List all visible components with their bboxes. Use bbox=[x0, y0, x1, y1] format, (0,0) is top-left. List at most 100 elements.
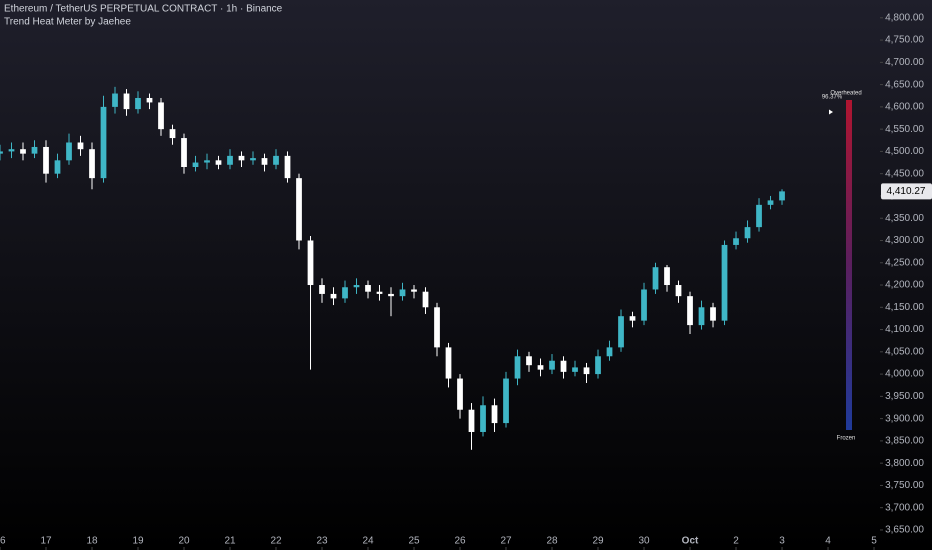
y-tick-label: 4,050.00 bbox=[885, 346, 924, 357]
candle-body bbox=[733, 238, 739, 245]
candle-body bbox=[618, 316, 624, 348]
candle-body bbox=[89, 149, 95, 179]
candle-body bbox=[572, 367, 578, 372]
candle-body bbox=[583, 367, 590, 375]
y-tick-label: 3,900.00 bbox=[885, 413, 924, 424]
y-tick-label: 4,450.00 bbox=[885, 168, 924, 179]
candle-body bbox=[54, 160, 61, 174]
y-tick-label: 4,100.00 bbox=[885, 324, 924, 335]
candle-body bbox=[767, 200, 774, 205]
candle-body bbox=[595, 356, 601, 375]
x-tick-label: 18 bbox=[86, 536, 98, 547]
candle-body bbox=[158, 102, 164, 130]
candle-body bbox=[687, 296, 693, 326]
x-tick-label: 23 bbox=[316, 536, 328, 547]
candle-body bbox=[273, 155, 279, 165]
x-tick-label: 3 bbox=[779, 536, 785, 547]
heat-marker bbox=[829, 109, 833, 115]
y-tick-label: 4,800.00 bbox=[885, 12, 924, 23]
candle-body bbox=[560, 360, 567, 372]
candle-body bbox=[491, 405, 498, 424]
heat-bar bbox=[846, 100, 852, 430]
chart-subtitle: Trend Heat Meter by Jaehee bbox=[4, 17, 131, 28]
y-tick-label: 3,950.00 bbox=[885, 391, 924, 402]
candle-body bbox=[526, 356, 532, 366]
y-tick-label: 4,750.00 bbox=[885, 35, 924, 46]
candle-body bbox=[250, 158, 256, 161]
candle-body bbox=[43, 146, 49, 174]
candle-body bbox=[721, 244, 728, 321]
candle-body bbox=[8, 149, 15, 152]
candle-body bbox=[468, 409, 475, 432]
x-tick-label: 19 bbox=[132, 536, 144, 547]
candle-body bbox=[0, 151, 3, 154]
candle-body bbox=[123, 93, 130, 110]
y-tick-label: 4,250.00 bbox=[885, 257, 924, 268]
candle-body bbox=[756, 204, 762, 228]
x-tick-label: 16 bbox=[0, 536, 6, 547]
y-tick-label: 3,800.00 bbox=[885, 458, 924, 469]
candle-body bbox=[388, 293, 394, 297]
candle-body bbox=[641, 289, 647, 321]
y-tick-label: 4,650.00 bbox=[885, 79, 924, 90]
candle-body bbox=[261, 158, 268, 165]
candle-body bbox=[629, 316, 636, 321]
y-tick-label: 4,200.00 bbox=[885, 280, 924, 291]
x-tick-label: 20 bbox=[178, 536, 190, 547]
y-tick-label: 4,350.00 bbox=[885, 213, 924, 224]
candle-body bbox=[434, 307, 440, 348]
x-tick-label: 4 bbox=[825, 536, 831, 547]
x-tick-label: 27 bbox=[500, 536, 512, 547]
y-tick-label: 4,550.00 bbox=[885, 124, 924, 135]
candle-body bbox=[514, 356, 521, 379]
x-tick-label: 30 bbox=[638, 536, 650, 547]
candle-body bbox=[307, 240, 314, 286]
x-tick-label: 21 bbox=[224, 536, 236, 547]
y-tick-label: 4,000.00 bbox=[885, 369, 924, 380]
candle-body bbox=[181, 138, 187, 168]
x-tick-label: 25 bbox=[408, 536, 420, 547]
x-tick-label: 29 bbox=[592, 536, 604, 547]
candle-body bbox=[480, 405, 486, 432]
last-price-label: 4,410.27 bbox=[887, 186, 926, 197]
chart-title: Ethereum / TetherUS PERPETUAL CONTRACT ·… bbox=[4, 4, 283, 15]
candle-body bbox=[353, 285, 360, 288]
x-tick-label: 5 bbox=[871, 536, 877, 547]
candle-body bbox=[376, 291, 383, 294]
candle-body bbox=[284, 155, 291, 179]
y-tick-label: 3,750.00 bbox=[885, 480, 924, 491]
y-tick-label: 4,150.00 bbox=[885, 302, 924, 313]
candle-body bbox=[319, 285, 325, 294]
candle-body bbox=[652, 267, 659, 290]
candle-body bbox=[399, 289, 406, 297]
candle-body bbox=[146, 97, 153, 103]
candle-body bbox=[549, 360, 555, 370]
x-tick-label: 26 bbox=[454, 536, 466, 547]
heat-top-label: Overheated bbox=[830, 91, 861, 97]
candle-body bbox=[227, 155, 233, 165]
candle-body bbox=[457, 378, 463, 410]
y-tick-label: 4,700.00 bbox=[885, 57, 924, 68]
candle-body bbox=[169, 129, 176, 139]
candle-body bbox=[215, 160, 222, 165]
y-tick-label: 4,600.00 bbox=[885, 102, 924, 113]
y-tick-label: 3,650.00 bbox=[885, 525, 924, 536]
y-tick-label: 4,500.00 bbox=[885, 146, 924, 157]
candle-body bbox=[31, 146, 38, 154]
candle-body bbox=[330, 293, 337, 299]
x-tick-label: 24 bbox=[362, 536, 374, 547]
candle-body bbox=[606, 347, 613, 357]
heat-bottom-label: Frozen bbox=[837, 436, 856, 442]
candle-body bbox=[664, 267, 670, 286]
x-tick-label: 2 bbox=[733, 536, 739, 547]
candle-body bbox=[698, 307, 705, 326]
candle-body bbox=[296, 178, 302, 241]
candle-body bbox=[238, 155, 245, 161]
y-tick-label: 3,850.00 bbox=[885, 436, 924, 447]
x-tick-label: 28 bbox=[546, 536, 558, 547]
candle-body bbox=[135, 97, 141, 110]
candle-body bbox=[779, 191, 785, 201]
candle-body bbox=[422, 291, 429, 308]
heat-value-label: 96.37% bbox=[822, 95, 843, 101]
